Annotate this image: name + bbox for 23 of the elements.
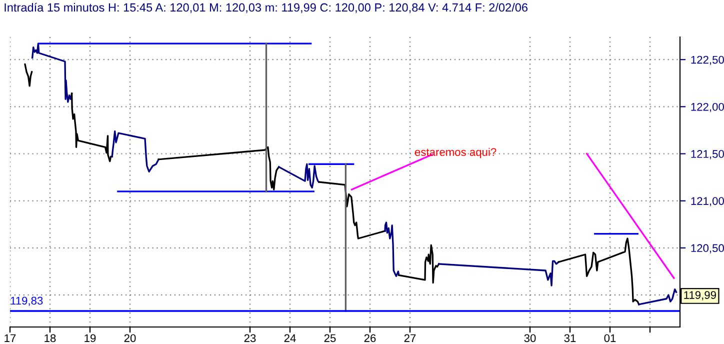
x-tick-label: 26 — [364, 334, 376, 342]
y-tick-label: 121,50 — [691, 150, 724, 160]
ref-line-label: 119,83 — [10, 296, 43, 306]
text: 119,99 — [684, 291, 716, 300]
line-series — [24, 63, 33, 87]
y-tick-label: 122,00 — [691, 102, 724, 112]
y-tick-label: 121,00 — [691, 197, 724, 206]
x-tick-label: 24 — [284, 334, 296, 342]
x-tick-label: 27 — [404, 334, 416, 342]
x-tick-label: 20 — [124, 334, 136, 342]
x-tick-label: 23 — [244, 334, 256, 342]
line-series — [384, 222, 400, 277]
y-tick-label: 120,50 — [691, 244, 724, 254]
x-tick-label: 25 — [324, 334, 336, 342]
chart-title: Intradía 15 minutos H: 15:45 A: 120,01 M: 120,03 m: 119,99 C: 120,00 P: 120,84 V: 4.714 F: 2/02/06 — [4, 2, 528, 14]
annotation: estaremos aqui? — [414, 148, 496, 158]
y-tick-label: 122,50 — [691, 56, 724, 66]
x-tick-label: 19 — [84, 334, 96, 342]
x-tick-label: 18 — [44, 334, 56, 342]
x-tick-label: 01 — [604, 334, 616, 342]
x-tick-label: 31 — [564, 334, 576, 342]
x-tick-label: 17 — [4, 334, 16, 342]
x-tick-label: 30 — [524, 334, 536, 342]
